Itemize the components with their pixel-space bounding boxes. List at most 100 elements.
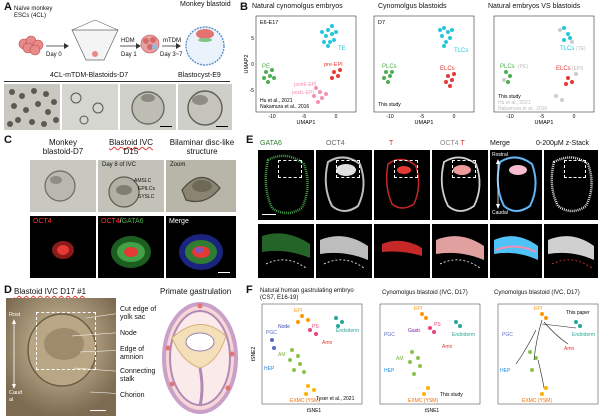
svg-text:0: 0 (251, 62, 254, 68)
svg-text:Endoderm: Endoderm (336, 328, 359, 334)
hdm-label: HDM (121, 38, 135, 44)
svg-text:D7: D7 (378, 20, 385, 26)
panel-a: A Naïve monkey ESCs (4CL) (0, 0, 235, 132)
svg-text:E6-E17: E6-E17 (260, 20, 278, 26)
svg-text:This study: This study (378, 102, 401, 108)
fluor-e-gata6 (258, 150, 314, 220)
svg-text:0: 0 (453, 114, 456, 120)
svg-text:TE: TE (338, 46, 346, 52)
row-label-blastoids: 4CL-mTDM-Blastoids-D7 (50, 72, 129, 79)
svg-text:UMAP1: UMAP1 (415, 120, 434, 126)
post-epi-cluster (312, 86, 328, 104)
tlcs-cluster (438, 26, 454, 48)
umap3-title: Natural embryos VS blastoids (488, 3, 581, 10)
svg-text:PE: PE (262, 64, 270, 70)
fluor-e-merge: Rostral Caudal (490, 150, 542, 220)
svg-text:-10: -10 (386, 114, 393, 120)
fluor-oct4: OCT4 (30, 216, 96, 278)
te-cluster (320, 24, 338, 48)
svg-text:EPI: EPI (534, 306, 542, 312)
svg-text:EPI: EPI (414, 306, 422, 312)
umap2-title: Cynomolgus blastoids (378, 3, 447, 10)
col3-caption: Bilaminar disc-like structure (169, 138, 235, 156)
e-label-merge: Merge (490, 140, 510, 147)
fluor-merge: Merge (166, 216, 236, 278)
svg-text:Amn: Amn (442, 344, 453, 350)
e-label-gata6: GATA6 (260, 140, 282, 147)
svg-text:EPI: EPI (294, 308, 302, 314)
svg-text:This study: This study (440, 392, 463, 398)
svg-text:PLCs: PLCs (500, 64, 515, 70)
svg-text:(EPI): (EPI) (572, 66, 584, 72)
svg-text:PS: PS (312, 324, 319, 330)
aggrewell-icon (71, 19, 119, 61)
gastrulation-schematic (162, 302, 238, 414)
plcs-cluster (382, 70, 394, 84)
pre-epi-cluster (330, 68, 342, 80)
svg-text:-5: -5 (540, 114, 545, 120)
svg-text:UMAP1: UMAP1 (535, 120, 554, 126)
d-title: Blastoid IVC D17 #1 (14, 287, 87, 296)
svg-text:Endoderm: Endoderm (452, 332, 475, 338)
svg-text:-10: -10 (506, 114, 513, 120)
svg-text:Node: Node (278, 324, 290, 330)
panel-f-label: F (246, 284, 253, 296)
micrograph-ivc-d15: Day 8 of IVC AMSLC EPILCs SYSLC (98, 160, 164, 212)
arrow-icon (120, 43, 141, 49)
panel-d-label: D (4, 284, 12, 296)
blastoid-icon (185, 26, 225, 66)
zoom-e-t (374, 224, 430, 278)
svg-text:This study: This study (498, 94, 521, 100)
zoom-e-oct4 (316, 224, 372, 278)
micrograph-disc-zoom: Zoom (166, 160, 236, 212)
svg-text:Tyser et al., 2021: Tyser et al., 2021 (316, 396, 355, 402)
fluor-oct4-gata6: OCT4/GATA6 (98, 216, 164, 278)
svg-text:0: 0 (573, 114, 576, 120)
svg-text:EXMC (YSM): EXMC (YSM) (522, 398, 552, 404)
tsne-blastoid-trajectory: EPI Endoderm Amn PGC HEP EXMC (YSM) This… (497, 303, 599, 405)
micrograph-blastoids-mid (62, 84, 118, 130)
svg-text:EXMC (YSM): EXMC (YSM) (290, 398, 320, 404)
arrow-icon (46, 43, 69, 49)
svg-text:0: 0 (335, 114, 338, 120)
fluor-e-oct4 (316, 150, 372, 220)
panel-d: D Blastoid IVC D17 #1 Primate gastrulati… (0, 284, 240, 420)
panel-c-label: C (4, 134, 12, 146)
svg-text:TLCs: TLCs (454, 48, 468, 54)
micrograph-ivc-d17: Rost Caud al (6, 298, 116, 416)
svg-text:ELCs: ELCs (440, 66, 455, 72)
micrograph-blastoid-d7 (30, 160, 96, 212)
day37-label: Day 3~7 (160, 52, 183, 58)
svg-text:Amn: Amn (564, 346, 575, 352)
tsne-blastoid: EPI PS PGC Gastr. Endoderm Amn AM HEP EX… (379, 303, 481, 414)
e-label-zstack: 0-200μM z-Stack (536, 140, 590, 147)
umap-blastoids: UMAP1 -10 -5 0 D7 TLCs PLCs ELCs This st… (373, 15, 475, 126)
row-label-blastocyst: Blastocyst-E9 (178, 72, 221, 79)
svg-text:AM: AM (278, 352, 286, 358)
umap-natural-embryos: UMAP1 UMAP2 -10 -5 0 -5 0 5 E6-E17 TE PE… (244, 15, 357, 126)
svg-text:UMAP2: UMAP2 (244, 55, 250, 74)
d-schema-title: Primate gastrulation (160, 287, 232, 296)
svg-text:TLCs: TLCs (560, 46, 574, 52)
svg-text:(PE): (PE) (518, 64, 528, 70)
col2-caption: Blastoid IVC D15 (108, 138, 154, 156)
mtdm-label: mTDM (163, 38, 181, 44)
svg-text:tSNE1: tSNE1 (425, 408, 440, 414)
svg-text:Amn: Amn (322, 340, 333, 346)
svg-text:Gastr.: Gastr. (408, 328, 421, 334)
svg-text:HEP: HEP (500, 368, 511, 374)
svg-text:-10: -10 (268, 114, 275, 120)
arrow-icon (162, 43, 181, 49)
panel-e-label: E (246, 134, 254, 146)
zoom-e-merge (490, 224, 542, 278)
svg-text:EXMC (YSM): EXMC (YSM) (408, 398, 438, 404)
micrograph-blastocyst (178, 84, 232, 130)
svg-text:PGC: PGC (266, 330, 277, 336)
svg-text:This paper: This paper (566, 310, 590, 316)
zoom-e-oct4t (432, 224, 488, 278)
zoom-e-zstack (544, 224, 598, 278)
svg-text:Hu et al., 2021: Hu et al., 2021 (498, 100, 531, 106)
fluor-e-t (374, 150, 430, 220)
d-label-node: Node (120, 330, 137, 337)
fluor-e-zstack (544, 150, 598, 220)
